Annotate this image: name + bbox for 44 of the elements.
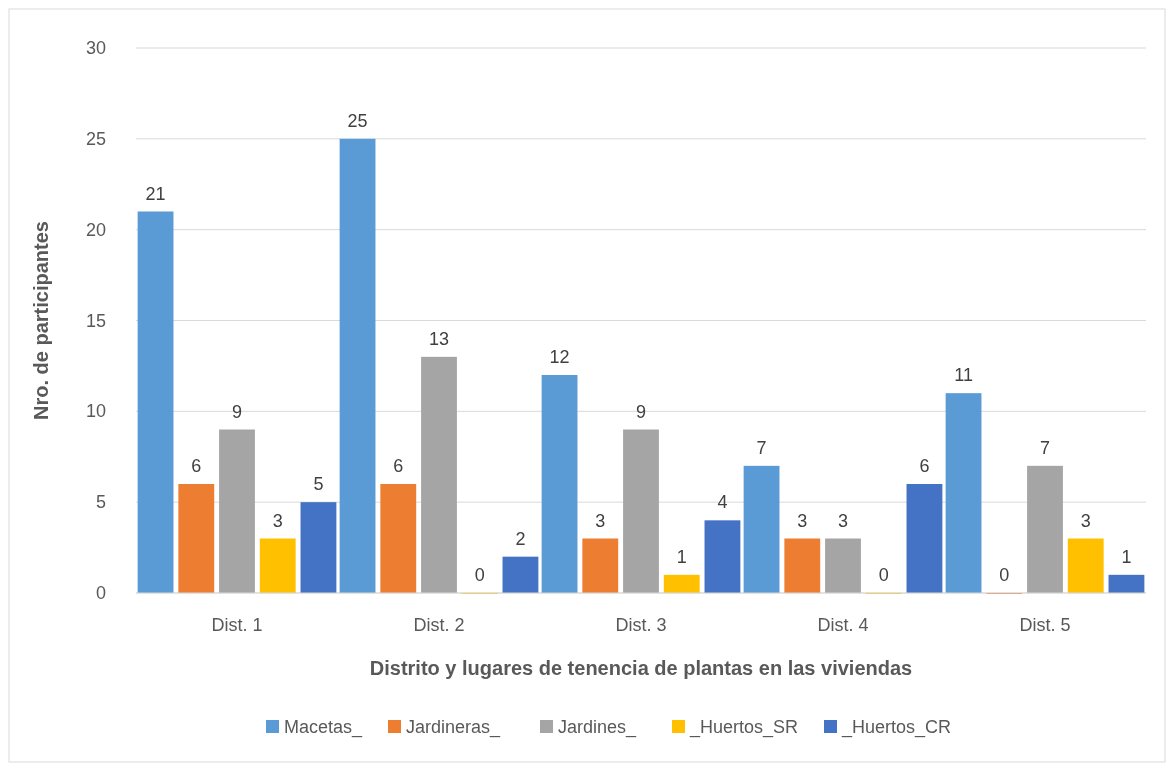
data-label: 3	[797, 510, 808, 531]
y-tick-label: 15	[85, 310, 106, 331]
x-tick-label: Dist. 3	[615, 615, 667, 635]
data-label: 12	[549, 347, 570, 367]
legend-label: _Huertos_SR	[689, 717, 799, 738]
legend-label: Macetas_	[284, 717, 364, 738]
data-label: 1	[676, 546, 687, 567]
x-tick-label: Dist. 1	[211, 615, 263, 635]
x-tick-label: Dist. 2	[413, 615, 465, 635]
y-tick-label: 0	[95, 583, 106, 603]
data-label: 4	[717, 492, 728, 513]
data-label: 7	[1039, 437, 1051, 458]
data-label: 11	[954, 365, 973, 386]
data-label: 21	[145, 183, 166, 204]
legend-label: _Huertos_CR	[841, 717, 952, 738]
y-tick-label: 20	[85, 219, 106, 240]
data-label: 2	[515, 528, 526, 549]
data-label: 13	[428, 328, 450, 349]
data-label: 7	[756, 437, 767, 458]
y-tick-label: 30	[85, 38, 106, 58]
y-tick-label: 10	[85, 401, 106, 422]
x-tick-label: Dist. 4	[817, 615, 869, 635]
data-label: 5	[313, 474, 324, 495]
data-label: 0	[999, 565, 1010, 585]
data-label: 25	[347, 110, 368, 131]
data-label: 9	[635, 401, 647, 422]
legend-label: Jardineras_	[406, 717, 502, 738]
x-axis-title: Distrito y lugares de tenencia de plantas en las viviendas	[369, 657, 913, 679]
data-label: 6	[393, 456, 404, 476]
data-label: 3	[272, 510, 283, 531]
data-label: 6	[191, 456, 202, 476]
data-label: 0	[878, 565, 889, 585]
y-tick-label: 25	[85, 128, 106, 149]
data-label: 1	[1121, 546, 1132, 567]
data-label: 3	[837, 510, 849, 531]
y-axis-title: Nro. de participantes	[30, 221, 52, 420]
legend-label: Jardines_	[558, 717, 638, 738]
x-tick-label: Dist. 5	[1019, 615, 1071, 635]
data-label: 3	[1080, 510, 1091, 531]
data-label: 3	[595, 510, 606, 531]
data-label: 6	[919, 456, 930, 476]
data-label: 0	[474, 565, 485, 585]
data-label: 9	[231, 401, 243, 422]
y-tick-label: 5	[95, 492, 106, 513]
